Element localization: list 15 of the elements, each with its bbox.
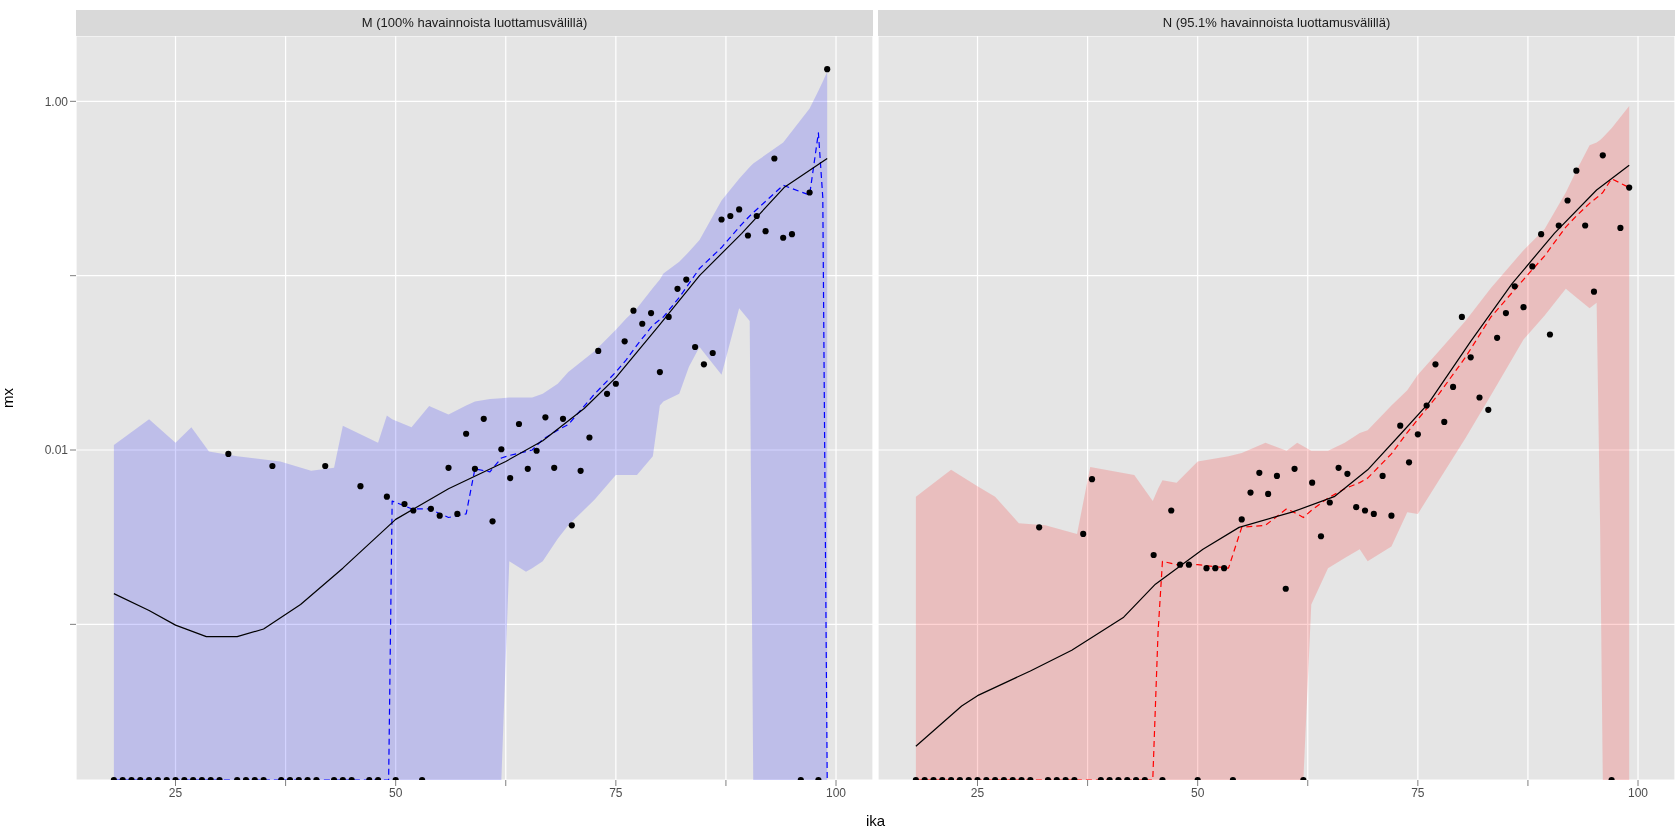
chart-title: N (95.1% havainnoista luottamusvälillä) bbox=[878, 10, 1675, 36]
x-tick-label: 25 bbox=[970, 785, 985, 800]
x-tick-label: 100 bbox=[826, 785, 847, 800]
x-tick-label: 75 bbox=[609, 785, 623, 800]
x-tick-label: 25 bbox=[168, 785, 183, 800]
y-axis-title: mx bbox=[0, 387, 17, 408]
y-tick-label: 1.00 bbox=[44, 94, 69, 109]
x-tick-label: 100 bbox=[1628, 785, 1649, 800]
y-tick-label: 0.01 bbox=[44, 443, 69, 458]
x-tick-label: 50 bbox=[1191, 785, 1205, 800]
x-tick-label: 50 bbox=[389, 785, 403, 800]
x-tick-label: 75 bbox=[1411, 785, 1425, 800]
line-series bbox=[113, 157, 828, 638]
chart-title: M (100% havainnoista luottamusvälillä) bbox=[76, 10, 873, 36]
x-axis-title: ika bbox=[864, 812, 887, 829]
